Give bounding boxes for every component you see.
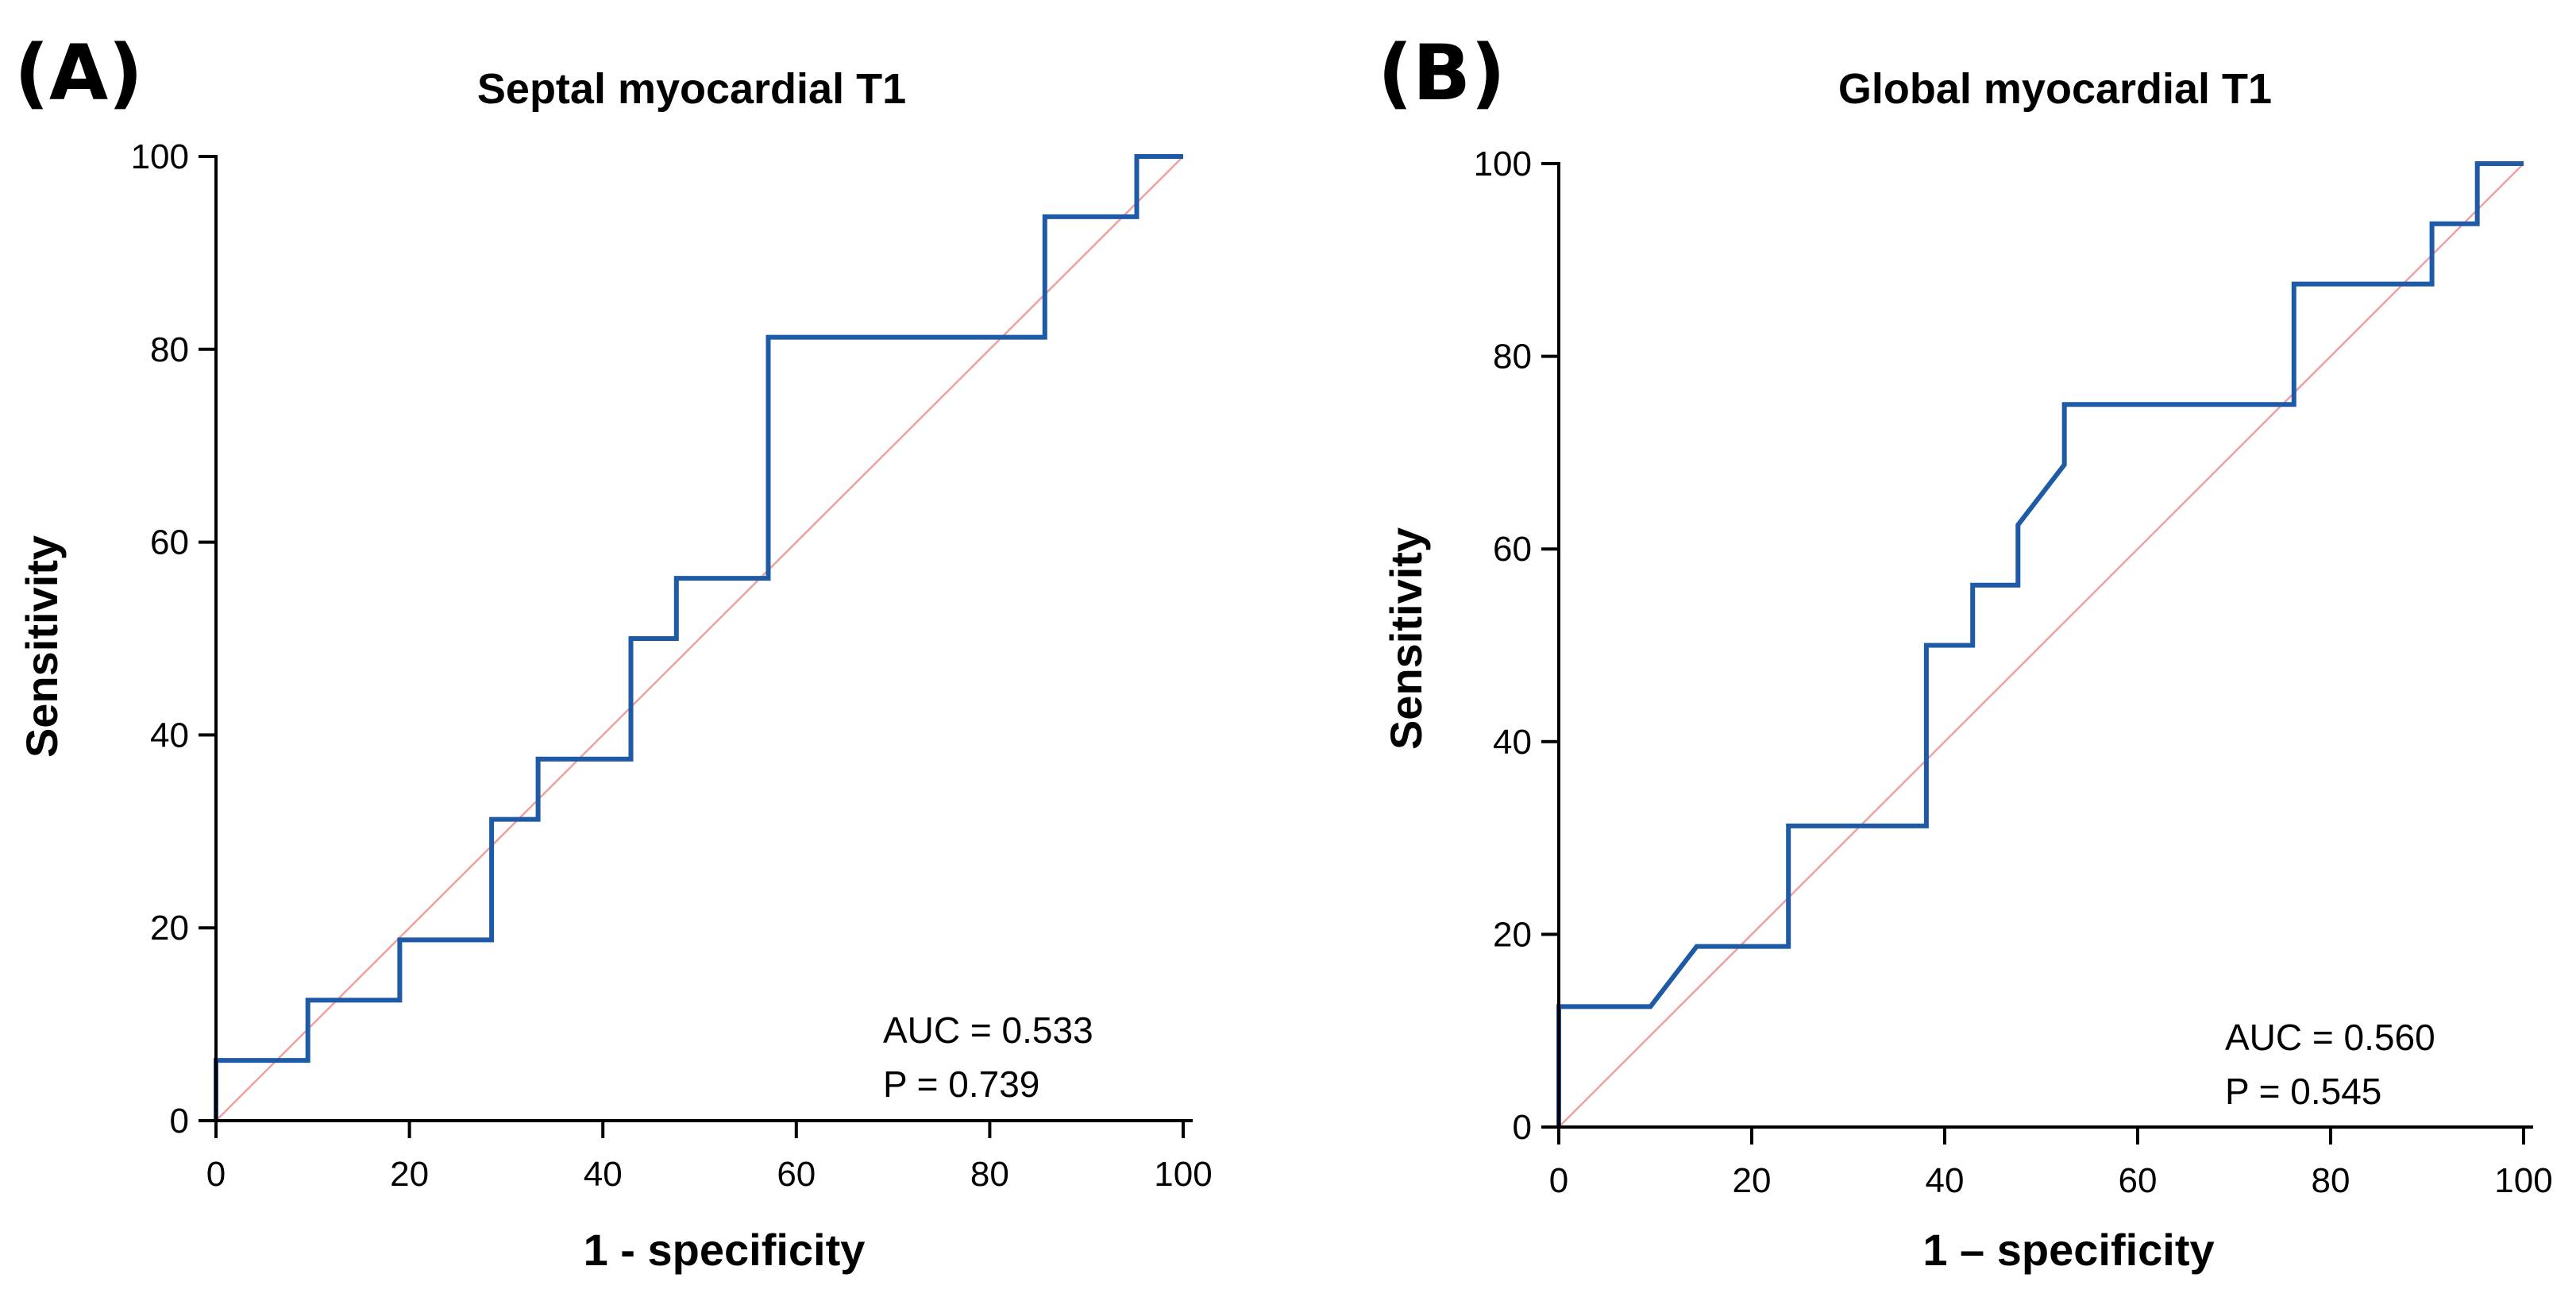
p-value-label-a: P = 0.739 xyxy=(883,1063,1039,1105)
y-tick-label-b: 40 xyxy=(1493,723,1532,762)
y-axis-label-a: Sensitivity xyxy=(17,535,67,758)
y-tick-label-a: 80 xyxy=(150,330,189,369)
reference-line-b xyxy=(1558,163,2524,1128)
chart-title-a: Septal myocardial T1 xyxy=(477,65,906,113)
x-axis-label-a: 1 - specificity xyxy=(584,1225,866,1275)
auc-label-a: AUC = 0.533 xyxy=(883,1009,1093,1051)
x-tick-label-b: 0 xyxy=(1549,1161,1568,1200)
panel-b: (B) Global myocardial T1 Sensitivity 1 –… xyxy=(1378,29,2553,1275)
y-tick-label-a: 0 xyxy=(170,1102,189,1141)
y-tick-label-a: 40 xyxy=(150,716,189,755)
x-tick-label-a: 40 xyxy=(584,1155,623,1194)
y-tick-label-b: 80 xyxy=(1493,338,1532,376)
y-tick-label-a: 100 xyxy=(131,137,189,176)
x-tick-label-b: 100 xyxy=(2494,1161,2552,1200)
x-tick-label-a: 20 xyxy=(390,1155,429,1194)
roc-curve-a xyxy=(214,154,1183,1121)
y-tick-label-b: 20 xyxy=(1493,915,1532,954)
x-tick-label-b: 20 xyxy=(1733,1161,1772,1200)
x-tick-label-a: 0 xyxy=(206,1155,226,1194)
y-tick-label-b: 60 xyxy=(1493,530,1532,569)
plot-area-b: 0 20 40 60 80 100 0 20 40 60 80 100 xyxy=(1474,145,2553,1200)
y-tick-label-b: 100 xyxy=(1474,145,1532,183)
panel-letter-a: (A) xyxy=(14,29,143,118)
x-tick-label-b: 40 xyxy=(1926,1161,1965,1200)
x-tick-label-a: 60 xyxy=(777,1155,816,1194)
panel-a: (A) Septal myocardial T1 Sensitivity 1 -… xyxy=(14,29,1213,1275)
panel-letter-b: (B) xyxy=(1378,29,1506,118)
x-tick-label-a: 80 xyxy=(970,1155,1009,1194)
chart-title-b: Global myocardial T1 xyxy=(1838,65,2272,113)
x-tick-label-b: 60 xyxy=(2119,1161,2158,1200)
auc-label-b: AUC = 0.560 xyxy=(2225,1017,2435,1058)
y-tick-label-b: 0 xyxy=(1513,1108,1532,1147)
plot-area-a: 0 20 40 60 80 100 0 20 40 60 80 100 xyxy=(131,137,1213,1194)
x-axis-label-b: 1 – specificity xyxy=(1922,1225,2214,1275)
reference-line-a xyxy=(215,156,1184,1121)
x-tick-label-a: 100 xyxy=(1154,1155,1212,1194)
y-tick-label-a: 20 xyxy=(150,909,189,948)
roc-curve-b xyxy=(1556,161,2524,1127)
y-axis-label-b: Sensitivity xyxy=(1381,527,1431,750)
x-tick-label-b: 80 xyxy=(2312,1161,2350,1200)
p-value-label-b: P = 0.545 xyxy=(2225,1071,2381,1112)
y-tick-label-a: 60 xyxy=(150,523,189,562)
